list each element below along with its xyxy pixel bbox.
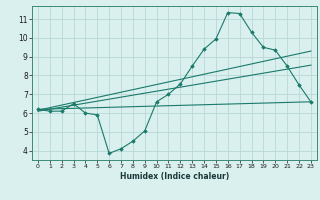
X-axis label: Humidex (Indice chaleur): Humidex (Indice chaleur) xyxy=(120,172,229,181)
